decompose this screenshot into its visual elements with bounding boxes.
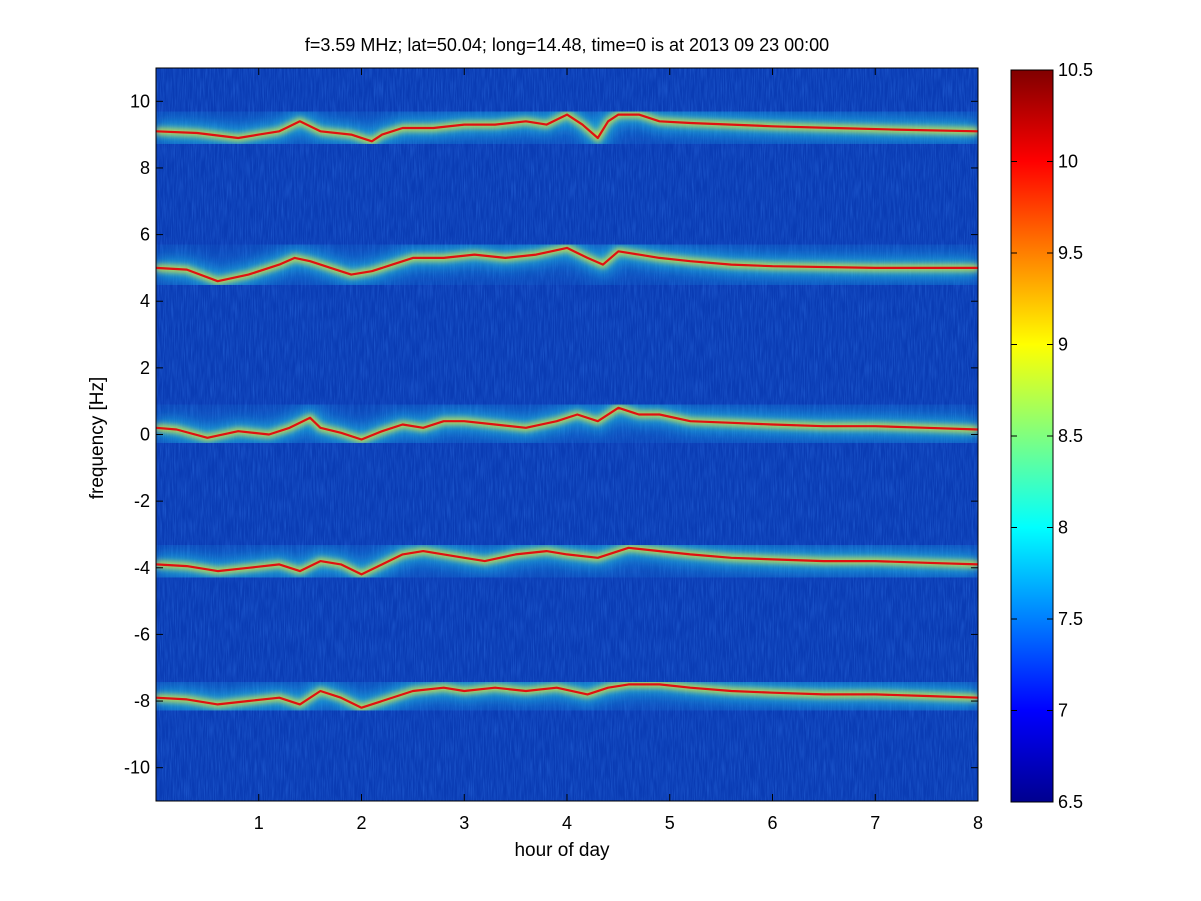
x-tick-label: 6 bbox=[767, 813, 777, 833]
chart-title: f=3.59 MHz; lat=50.04; long=14.48, time=… bbox=[305, 35, 829, 55]
x-tick-label: 1 bbox=[254, 813, 264, 833]
colorbar-tick-label: 9 bbox=[1058, 335, 1068, 355]
x-axis-label: hour of day bbox=[514, 840, 610, 861]
y-tick-label: -10 bbox=[124, 758, 150, 778]
colorbar-tick-label: 8 bbox=[1058, 518, 1068, 538]
x-tick-label: 4 bbox=[562, 813, 572, 833]
y-tick-label: 6 bbox=[140, 225, 150, 245]
colorbar-tick-label: 7 bbox=[1058, 701, 1068, 721]
colorbar-tick-label: 10 bbox=[1058, 152, 1078, 172]
trace-line-0 bbox=[156, 113, 978, 143]
y-tick-label: -8 bbox=[134, 691, 150, 711]
x-tick-label: 3 bbox=[459, 813, 469, 833]
y-axis-ticks: -10 -8 -6 -4 -2 0 2 4 6 8 10 bbox=[124, 91, 978, 778]
colorbar-tick-label: 6.5 bbox=[1058, 792, 1083, 812]
colorbar-tick-label: 10.5 bbox=[1058, 60, 1093, 80]
y-tick-label: -6 bbox=[134, 624, 150, 644]
x-tick-label: 2 bbox=[356, 813, 366, 833]
y-axis-label: frequency [Hz] bbox=[87, 377, 108, 500]
plot-area bbox=[156, 68, 978, 801]
colorbar-tick-label: 9.5 bbox=[1058, 243, 1083, 263]
y-tick-label: 8 bbox=[140, 158, 150, 178]
x-tick-label: 5 bbox=[665, 813, 675, 833]
x-axis-ticks: 1 2 3 4 5 6 7 8 bbox=[254, 68, 983, 833]
y-tick-label: -4 bbox=[134, 558, 150, 578]
colorbar-tick-label: 8.5 bbox=[1058, 426, 1083, 446]
y-tick-label: 4 bbox=[140, 291, 150, 311]
x-tick-label: 8 bbox=[973, 813, 983, 833]
y-tick-label: 2 bbox=[140, 358, 150, 378]
y-tick-label: -2 bbox=[134, 491, 150, 511]
colorbar bbox=[1010, 69, 1054, 803]
y-tick-label: 10 bbox=[130, 91, 150, 111]
trace-line-1 bbox=[156, 246, 978, 283]
colorbar-ticks: 6.5 7 7.5 8 8.5 9 9.5 10 10.5 bbox=[1011, 60, 1093, 812]
trace-line-3 bbox=[156, 546, 978, 576]
frequency-traces bbox=[156, 88, 978, 733]
colorbar-tick-label: 7.5 bbox=[1058, 609, 1083, 629]
y-tick-label: 0 bbox=[140, 425, 150, 445]
x-tick-label: 7 bbox=[870, 813, 880, 833]
trace-line-2 bbox=[156, 406, 978, 441]
trace-line-4 bbox=[156, 683, 978, 709]
